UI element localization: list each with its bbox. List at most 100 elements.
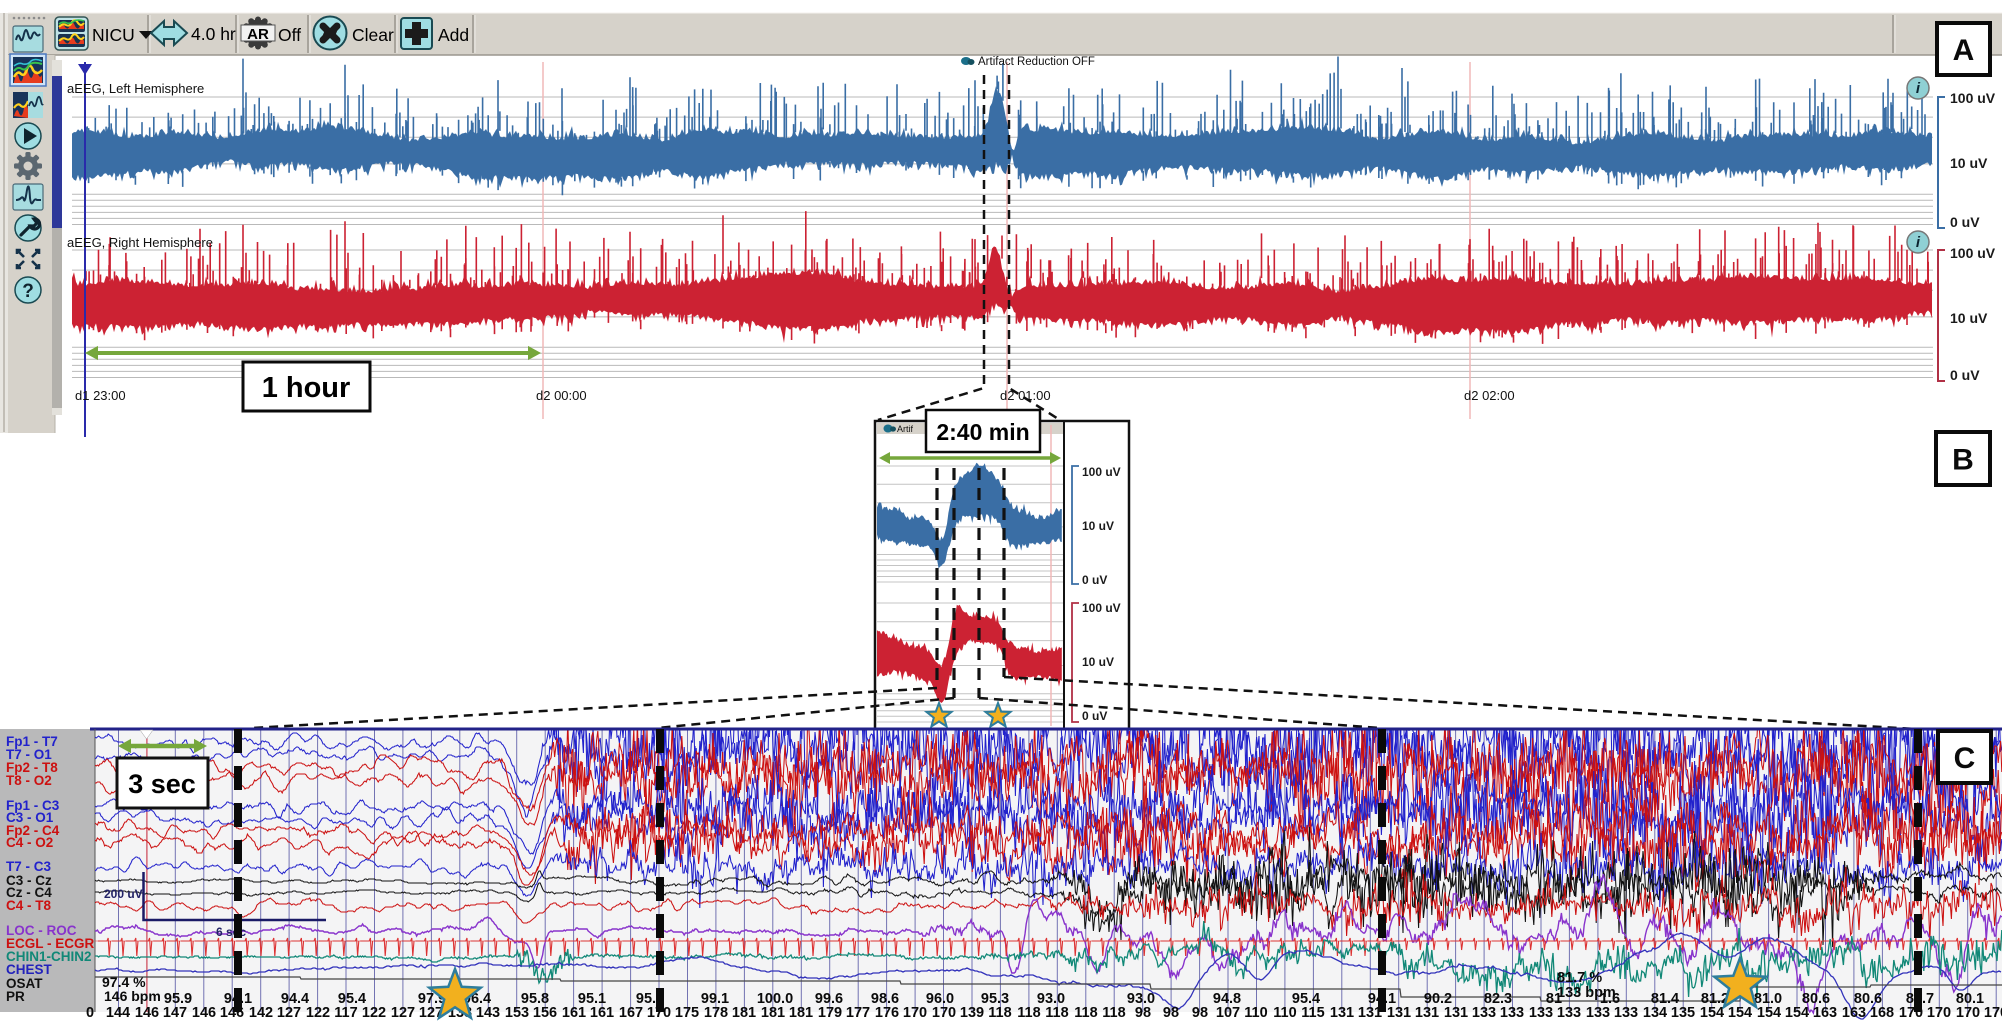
svg-text:80.6: 80.6 [1802, 991, 1830, 1007]
svg-text:170: 170 [1927, 1005, 1951, 1021]
svg-text:81.7 %: 81.7 % [1557, 970, 1602, 986]
svg-text:C4 - T8: C4 - T8 [6, 898, 52, 913]
svg-text:163: 163 [1813, 1005, 1837, 1021]
svg-text:96.0: 96.0 [926, 991, 954, 1007]
svg-text:93.0: 93.0 [1037, 991, 1065, 1007]
svg-text:Clear: Clear [352, 25, 394, 45]
svg-text:95.1: 95.1 [578, 991, 606, 1007]
svg-text:147: 147 [163, 1005, 187, 1021]
svg-text:98: 98 [1163, 1005, 1179, 1021]
svg-text:95.8: 95.8 [521, 991, 549, 1007]
svg-text:107: 107 [1216, 1005, 1240, 1021]
svg-text:Artifact Reduction OFF: Artifact Reduction OFF [978, 56, 1095, 68]
svg-text:d2 00:00: d2 00:00 [536, 388, 587, 403]
svg-text:98: 98 [1192, 1005, 1208, 1021]
svg-text:181: 181 [761, 1005, 785, 1021]
svg-text:10 uV: 10 uV [1950, 310, 1988, 326]
svg-text:B: B [1952, 443, 1974, 476]
svg-text:170: 170 [1984, 1005, 2002, 1021]
svg-text:133 bpm: 133 bpm [1557, 985, 1616, 1001]
svg-text:0 uV: 0 uV [1950, 367, 1980, 383]
svg-text:aEEG, Right Hemisphere: aEEG, Right Hemisphere [67, 235, 213, 250]
svg-text:?: ? [22, 281, 34, 302]
svg-text:122: 122 [306, 1005, 330, 1021]
svg-text:131: 131 [1330, 1005, 1354, 1021]
svg-text:81.2: 81.2 [1701, 991, 1729, 1007]
svg-text:99.6: 99.6 [815, 991, 843, 1007]
svg-text:Fp1 - T7: Fp1 - T7 [6, 734, 58, 749]
svg-text:d2 02:00: d2 02:00 [1464, 388, 1515, 403]
svg-text:81.4: 81.4 [1651, 991, 1679, 1007]
svg-text:aEEG, Left Hemisphere: aEEG, Left Hemisphere [67, 81, 204, 96]
svg-text:98: 98 [1135, 1005, 1151, 1021]
svg-text:Artif: Artif [897, 424, 914, 434]
svg-text:Cz - C4: Cz - C4 [6, 885, 52, 900]
svg-text:d1 23:00: d1 23:00 [75, 388, 126, 403]
svg-text:C4 - O2: C4 - O2 [6, 835, 53, 850]
svg-text:179: 179 [818, 1005, 842, 1021]
svg-text:AR: AR [247, 26, 269, 43]
svg-text:80.1: 80.1 [1956, 991, 1984, 1007]
svg-text:T7 - C3: T7 - C3 [6, 859, 52, 874]
svg-text:115: 115 [1301, 1005, 1324, 1021]
svg-text:177: 177 [846, 1005, 870, 1021]
svg-text:95.1: 95.1 [636, 991, 664, 1007]
svg-text:i: i [1916, 80, 1921, 97]
svg-text:110: 110 [1244, 1005, 1267, 1021]
svg-text:175: 175 [675, 1005, 699, 1021]
svg-text:176: 176 [875, 1005, 899, 1021]
svg-text:Fp1 - C3: Fp1 - C3 [6, 798, 60, 813]
svg-text:1 hour: 1 hour [262, 372, 351, 404]
svg-text:161: 161 [590, 1005, 614, 1021]
svg-text:Fp2 - C4: Fp2 - C4 [6, 823, 60, 838]
svg-text:CHIN1-CHIN2: CHIN1-CHIN2 [6, 949, 92, 964]
svg-text:118: 118 [1045, 1005, 1068, 1021]
svg-text:117: 117 [334, 1005, 357, 1021]
svg-text:C3 - Cz: C3 - Cz [6, 873, 52, 888]
svg-text:167: 167 [619, 1005, 643, 1021]
svg-text:144: 144 [106, 1005, 130, 1021]
svg-text:154: 154 [1700, 1005, 1724, 1021]
svg-text:131: 131 [1387, 1005, 1411, 1021]
svg-text:131: 131 [1415, 1005, 1439, 1021]
svg-text:99.1: 99.1 [701, 991, 729, 1007]
svg-text:Off: Off [278, 25, 301, 45]
svg-text:146: 146 [192, 1005, 216, 1021]
svg-text:146: 146 [220, 1005, 244, 1021]
svg-text:LOC - ROC: LOC - ROC [6, 923, 77, 938]
svg-text:200 uV: 200 uV [104, 887, 143, 901]
svg-text:10 uV: 10 uV [1082, 655, 1114, 669]
svg-text:127: 127 [277, 1005, 301, 1021]
svg-text:181: 181 [732, 1005, 756, 1021]
svg-text:C3 - O1: C3 - O1 [6, 810, 54, 825]
svg-text:94.8: 94.8 [1213, 991, 1241, 1007]
svg-text:163: 163 [1842, 1005, 1866, 1021]
svg-text:170: 170 [1899, 1005, 1923, 1021]
svg-text:81.0: 81.0 [1754, 991, 1782, 1007]
svg-text:154: 154 [1728, 1005, 1752, 1021]
svg-text:100 uV: 100 uV [1082, 465, 1121, 479]
svg-text:100.0: 100.0 [757, 991, 793, 1007]
svg-text:NICU: NICU [92, 25, 135, 45]
svg-text:143: 143 [476, 1005, 500, 1021]
svg-text:Fp2 - T8: Fp2 - T8 [6, 760, 58, 775]
svg-text:100 uV: 100 uV [1950, 90, 1996, 106]
svg-text:168: 168 [1870, 1005, 1894, 1021]
svg-text:146 bpm: 146 bpm [104, 988, 161, 1004]
svg-text:100 uV: 100 uV [1082, 601, 1121, 615]
svg-text:3 sec: 3 sec [128, 769, 196, 799]
svg-text:127: 127 [419, 1005, 443, 1021]
svg-text:154: 154 [1785, 1005, 1809, 1021]
svg-text:97.4 %: 97.4 % [102, 974, 146, 990]
svg-text:C: C [1954, 742, 1976, 775]
svg-text:0: 0 [86, 1005, 94, 1021]
svg-text:118: 118 [988, 1005, 1011, 1021]
svg-text:100 uV: 100 uV [1950, 245, 1996, 261]
svg-text:d2 01:00: d2 01:00 [1000, 388, 1051, 403]
svg-text:CHEST: CHEST [6, 962, 53, 977]
svg-text:153: 153 [505, 1005, 529, 1021]
svg-text:T8 - O2: T8 - O2 [6, 773, 52, 788]
svg-text:133: 133 [1557, 1005, 1581, 1021]
svg-text:118: 118 [1102, 1005, 1125, 1021]
svg-text:80.6: 80.6 [1854, 991, 1882, 1007]
